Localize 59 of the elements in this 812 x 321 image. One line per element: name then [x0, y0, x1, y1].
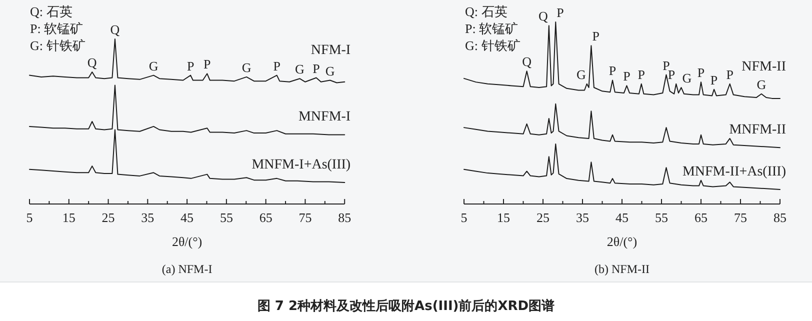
annotation: Q — [522, 54, 532, 70]
caption: 图 7 2种材料及改性后吸附As(III)前后的XRD图谱 — [257, 298, 555, 314]
annotation: P — [638, 66, 645, 82]
x-tick-label: 5 — [460, 210, 468, 225]
x-tick-label: 25 — [536, 210, 550, 225]
x-tick-label: 45 — [616, 210, 628, 225]
text: (a) NFM-I — [162, 262, 212, 276]
text: P: 软锰矿 — [30, 21, 84, 36]
series-label: MNFM-I+As(III) — [252, 158, 351, 173]
x-tick-label: 15 — [497, 210, 510, 225]
text: (b) NFM-II — [594, 262, 650, 276]
x-tick-label: 65 — [694, 210, 708, 225]
annotation: G: 针铁矿 — [30, 38, 86, 53]
annotation: P — [668, 66, 676, 82]
annotation: P — [726, 66, 734, 82]
x-tick-label: 85 — [774, 210, 786, 225]
x-tick-label: 65 — [259, 210, 272, 225]
annotation: P — [710, 72, 718, 88]
annotation: P — [312, 60, 320, 76]
text: Q: 石英 — [465, 4, 508, 19]
x-tick-label: 5 — [26, 210, 33, 225]
annotation: P — [204, 56, 211, 72]
annotation: G — [756, 76, 766, 92]
annotation: G — [325, 63, 335, 78]
series-label: NFM-II — [742, 59, 786, 74]
annotation: Q — [87, 55, 98, 70]
x-axis-title: 2θ/(°) — [606, 234, 638, 249]
x-axis-title: 2θ/(°) — [172, 234, 202, 249]
annotation: P — [273, 58, 280, 74]
annotation: P — [186, 58, 194, 74]
x-tick-label: 35 — [576, 210, 589, 225]
annotation: G — [242, 60, 252, 75]
x-tick-label: 25 — [102, 210, 115, 225]
x-tick-label: 15 — [62, 210, 76, 225]
annotation: P — [608, 63, 616, 78]
annotation: G — [148, 58, 158, 74]
annotation: P — [592, 28, 600, 44]
x-tick-label: 75 — [734, 210, 747, 225]
annotation: P — [556, 5, 564, 20]
x-tick-label: 55 — [220, 210, 233, 225]
annotation: G: 针铁矿 — [465, 38, 520, 53]
series-label: MNFM-I — [298, 110, 351, 125]
annotation: G — [682, 70, 692, 86]
x-tick-label: 45 — [180, 210, 194, 225]
series-label: MNFM-II — [729, 122, 786, 138]
series-label: MNFM-II+As(III) — [682, 164, 786, 180]
annotation: Q — [110, 22, 120, 37]
annotation: P: 软锰矿 — [465, 21, 518, 36]
x-tick-label: 85 — [338, 210, 352, 225]
annotation: Q — [538, 8, 549, 24]
annotation: P — [623, 68, 630, 84]
x-tick-label: 35 — [141, 210, 154, 225]
text: Q: 石英 — [30, 4, 72, 19]
x-tick-label: 75 — [298, 210, 312, 225]
annotation: G — [295, 62, 304, 77]
x-tick-label: 55 — [655, 210, 668, 225]
annotation: P — [697, 65, 705, 80]
annotation: G — [576, 66, 586, 82]
series-label: NFM-I — [310, 42, 351, 58]
